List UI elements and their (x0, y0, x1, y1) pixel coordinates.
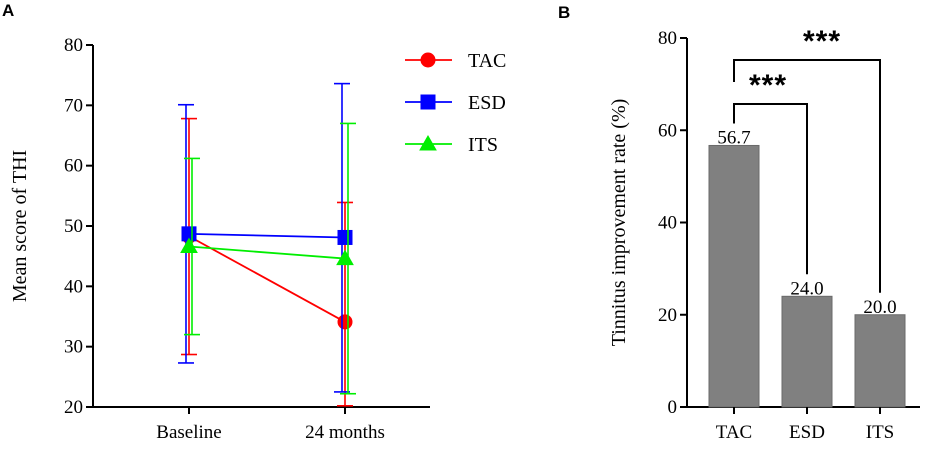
chart-b-y-axis-label: Tinnitus improvement rate (%) (608, 99, 630, 347)
legend-marker-esd (420, 94, 436, 110)
legend-marker-tac (420, 52, 436, 68)
chart-b-y-tick-label: 60 (658, 120, 677, 141)
chart-a-y-tick-label: 50 (64, 216, 83, 237)
series-tac-line (188, 235, 346, 323)
significance-bracket (733, 103, 808, 275)
chart-a-y-tick-label: 80 (64, 35, 83, 56)
bar-esd (781, 295, 833, 408)
chart-a-legend: TAC ESD ITS (405, 50, 506, 156)
significance-bracket (733, 59, 881, 293)
data-point-its (336, 249, 354, 266)
legend-label-esd: ESD (468, 92, 506, 114)
chart-a: 20 30 40 50 60 70 80 Baseline 24 months Mean sc… (9, 35, 506, 443)
series-its (180, 122, 356, 395)
chart-a-x-tick-label: Baseline (156, 422, 221, 443)
chart-a-y-tick-label: 40 (64, 276, 83, 297)
chart-b-x-tick-label: ITS (866, 422, 895, 443)
panel-b-label: B (558, 3, 570, 22)
chart-b-x-tick-label: ESD (789, 422, 825, 443)
chart-a-y-tick-label: 30 (64, 337, 83, 358)
chart-b-y-tick-label: 20 (658, 305, 677, 326)
chart-b-x-tick-label: TAC (716, 422, 752, 443)
bar-tac (708, 144, 760, 408)
series-its-line (188, 245, 346, 260)
bar-value-label: 56.7 (717, 127, 750, 148)
data-point-its (180, 237, 198, 254)
chart-a-y-axis-label: Mean score of THI (9, 150, 31, 302)
significance-label: *** (803, 25, 841, 58)
bar-its (854, 314, 906, 408)
bar-value-label: 24.0 (790, 278, 823, 299)
chart-b-y-tick-label: 40 (658, 213, 677, 234)
chart-b: 0 20 40 60 80 56.7 24.0 20.0 TAC ESD ITS Tinnitu… (608, 25, 920, 443)
chart-a-y-tick-label: 60 (64, 156, 83, 177)
chart-a-x-tick-label: 24 months (305, 422, 385, 443)
legend-label-its: ITS (468, 134, 498, 156)
chart-b-y-tick-label: 80 (658, 28, 677, 49)
bar-value-label: 20.0 (863, 297, 896, 318)
data-point-tac (337, 314, 353, 330)
significance-label: *** (749, 69, 787, 102)
series-esd (178, 82, 353, 393)
series-tac (181, 117, 353, 407)
panel-a-label: A (2, 1, 14, 20)
data-point-esd (337, 229, 353, 245)
chart-a-y-tick-label: 70 (64, 95, 83, 116)
chart-b-y-tick-label: 0 (668, 397, 678, 418)
legend-label-tac: TAC (468, 50, 506, 72)
chart-a-y-tick-label: 20 (64, 397, 83, 418)
series-esd-line (188, 232, 346, 239)
legend-marker-its (419, 134, 437, 151)
